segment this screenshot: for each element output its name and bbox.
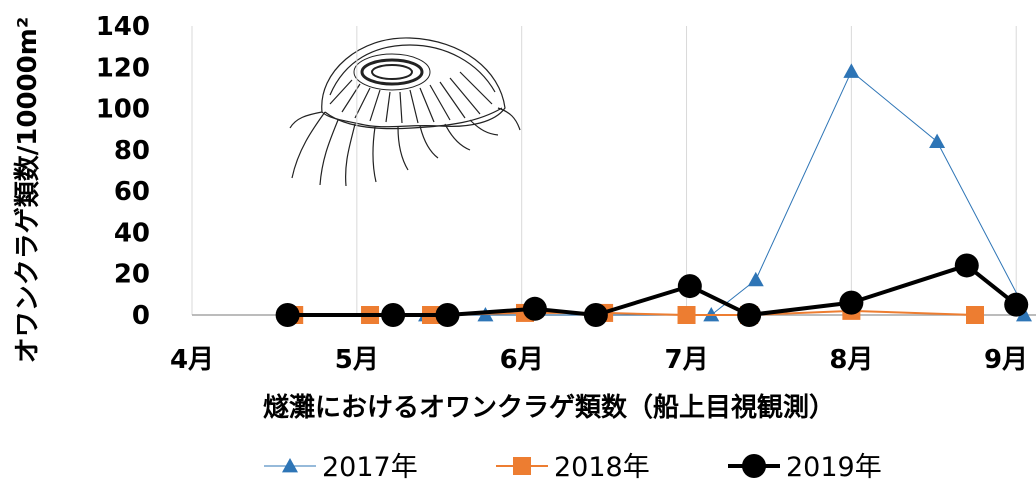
- y-tick-label-4: 80: [114, 136, 150, 166]
- series-1-point-8: [966, 306, 985, 324]
- series-2-point-2: [435, 303, 460, 327]
- legend-swatch-marker-0: [282, 458, 298, 473]
- grid-lines: [191, 26, 1017, 315]
- y-tick-labels: 0 20 40 60 80 100 120 140: [96, 12, 150, 331]
- series-2-point-1: [381, 303, 406, 327]
- legend-label-1: 2018年: [554, 452, 650, 483]
- series-0-point-5: [747, 271, 764, 287]
- legend-label-2: 2019年: [786, 452, 882, 483]
- y-tick-label-7: 140: [96, 12, 150, 42]
- series-2-point-7: [839, 290, 864, 315]
- legend-item-0: 2017年: [264, 452, 418, 483]
- series-0-line: [287, 70, 1029, 316]
- x-tick-label-0: 4月: [170, 345, 214, 375]
- series-0-point-7: [929, 133, 946, 148]
- series-2-point-8: [954, 253, 979, 278]
- series-2: [275, 253, 1029, 327]
- y-tick-label-6: 120: [96, 53, 150, 83]
- jellyfish-sketch-icon: [289, 37, 521, 187]
- y-tick-label-5: 100: [96, 95, 150, 125]
- x-tick-label-2: 6月: [500, 345, 544, 375]
- series-2-point-3: [522, 296, 547, 321]
- legend-item-2: 2019年: [728, 452, 882, 483]
- series-0-point-6: [843, 63, 860, 78]
- legend-swatch-marker-1: [513, 457, 531, 475]
- x-tick-label-4: 8月: [829, 345, 873, 375]
- series-2-point-9: [1004, 292, 1029, 317]
- series-2-line: [287, 263, 1018, 317]
- series-0-point-8: [1016, 307, 1032, 322]
- legend-label-0: 2017年: [322, 452, 418, 483]
- y-tick-label-1: 20: [114, 260, 150, 290]
- series-1-point-5: [677, 306, 696, 324]
- y-tick-label-2: 40: [114, 218, 150, 248]
- series-2-point-0: [275, 303, 300, 327]
- x-axis-title: 燧灘におけるオワンクラゲ類数（船上目視観測）: [263, 392, 835, 423]
- x-tick-label-1: 5月: [335, 345, 379, 375]
- series-2-point-6: [737, 303, 762, 327]
- legend-item-1: 2018年: [496, 452, 650, 483]
- series-layer: [275, 63, 1032, 327]
- series-2-point-5: [677, 274, 702, 299]
- legend: 2017年 2018年 2019年: [264, 452, 882, 483]
- x-tick-label-3: 7月: [664, 345, 708, 375]
- series-2-point-4: [583, 303, 608, 327]
- x-tick-labels: 4月 5月 6月 7月 8月 9月: [170, 345, 1028, 375]
- x-tick-label-5: 9月: [984, 345, 1028, 375]
- y-axis-title: オワンクラゲ類数/10000m²: [13, 17, 43, 363]
- legend-swatch-marker-2: [742, 454, 766, 478]
- y-tick-label-0: 0: [132, 301, 150, 331]
- y-tick-label-3: 60: [114, 177, 150, 207]
